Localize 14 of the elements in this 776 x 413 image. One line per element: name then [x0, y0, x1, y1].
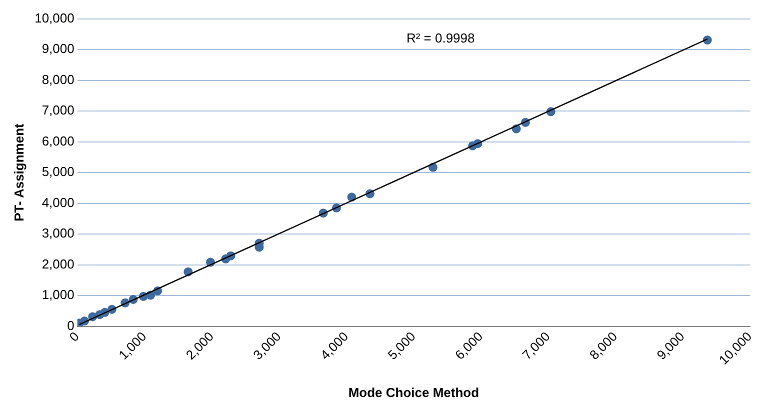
- y-tick-label: 1,000: [42, 287, 74, 302]
- y-tick-label: 9,000: [42, 41, 74, 56]
- y-tick-label: 6,000: [42, 133, 74, 148]
- y-tick-label: 8,000: [42, 72, 74, 87]
- y-tick-label: 4,000: [42, 194, 74, 210]
- y-axis-title: PT- Assignment: [11, 122, 26, 222]
- y-tick-label: 10,000: [34, 10, 74, 26]
- y-tick-label: 5,000: [42, 164, 74, 180]
- annotation: R² = 0.9998: [406, 30, 475, 46]
- x-axis-title: Mode Choice Method: [348, 384, 480, 400]
- y-tick-label: 7,000: [42, 102, 74, 118]
- y-tick-label: 3,000: [42, 226, 74, 241]
- y-tick-label: 0: [67, 318, 74, 333]
- y-tick-label: 2,000: [42, 256, 74, 272]
